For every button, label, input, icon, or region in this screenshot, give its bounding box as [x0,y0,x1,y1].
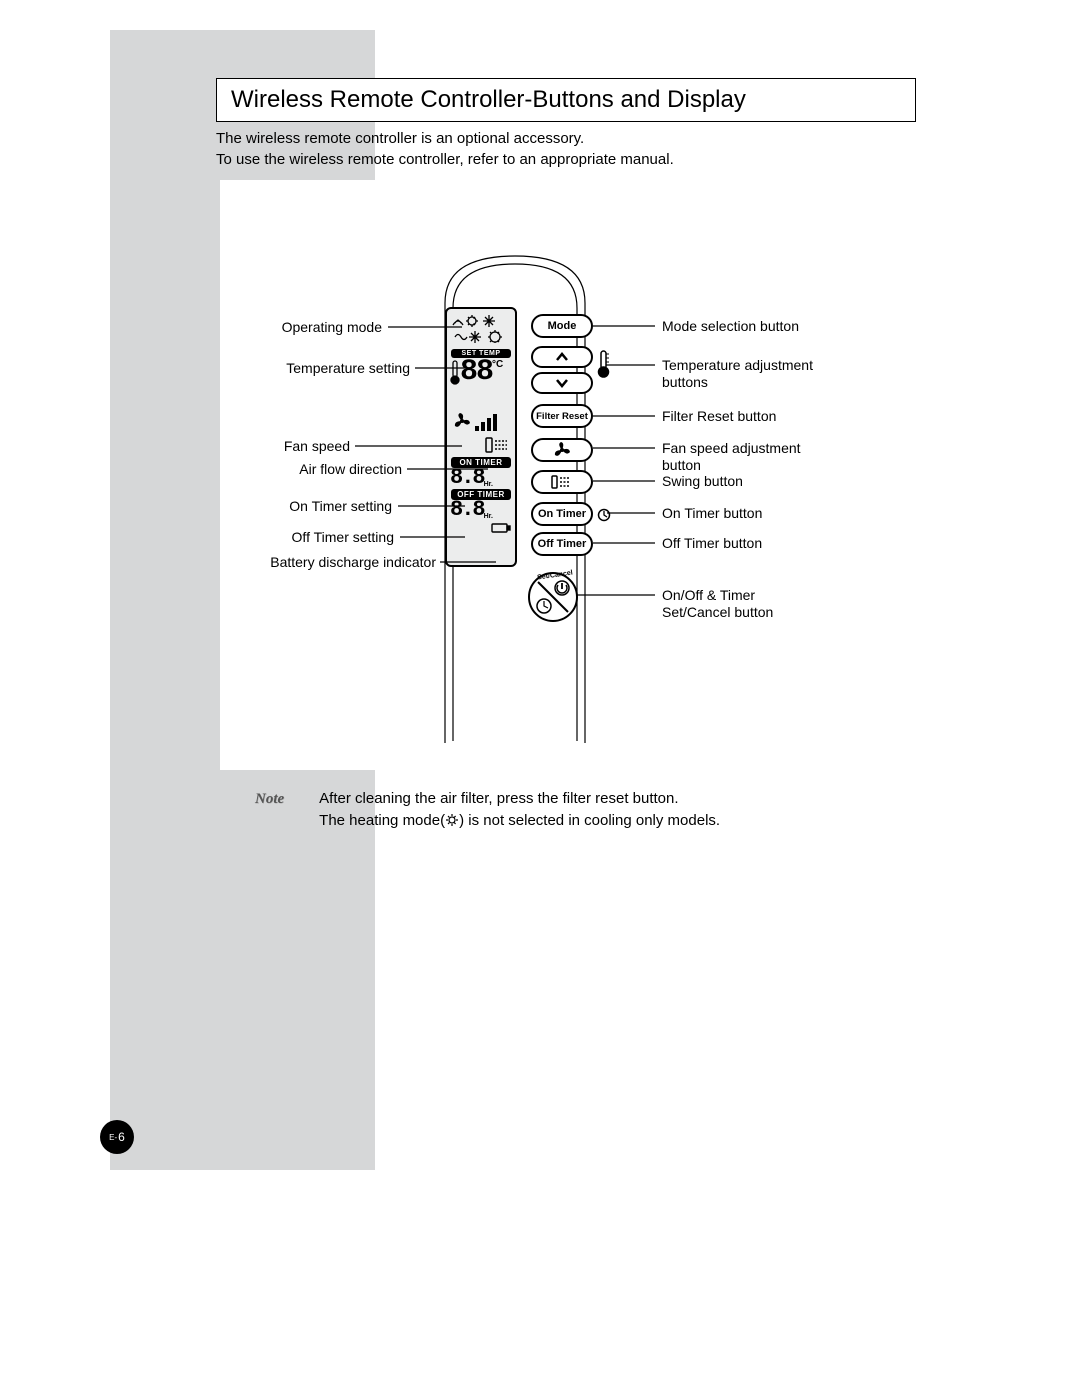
note-line-1: After cleaning the air filter, press the… [319,790,678,807]
label-fan-speed-button: Fan speed adjustment button [662,440,801,474]
page-prefix: E- [109,1133,117,1142]
page-title: Wireless Remote Controller-Buttons and D… [231,86,746,114]
label-battery: Battery discharge indicator [270,554,436,571]
page-number: 6 [118,1130,125,1144]
label-operating-mode: Operating mode [282,319,382,336]
intro-text: The wireless remote controller is an opt… [216,128,674,170]
intro-line-2: To use the wireless remote controller, r… [216,149,674,170]
label-mode-button: Mode selection button [662,318,799,335]
note-label: Note [255,788,315,810]
label-off-timer: Off Timer button [662,535,762,552]
sun-icon [445,813,459,827]
label-fan-speed: Fan speed [284,438,350,455]
note-line-2a: The heating mode( [319,812,445,829]
label-filter-reset: Filter Reset button [662,408,776,425]
page-title-box: Wireless Remote Controller-Buttons and D… [216,78,916,122]
label-off-timer-setting: Off Timer setting [292,529,394,546]
label-temperature-setting: Temperature setting [286,360,410,377]
note-section: Note After cleaning the air filter, pres… [255,788,720,832]
label-on-timer-setting: On Timer setting [289,498,392,515]
label-onoff-setcancel: On/Off & Timer Set/Cancel button [662,587,773,621]
page-number-badge: E-6 [100,1120,134,1154]
remote-diagram: SET TEMP 88 °C ON TIMER 8.8 Hr. OFF TIME… [220,180,960,770]
intro-line-1: The wireless remote controller is an opt… [216,128,674,149]
label-on-timer: On Timer button [662,505,762,522]
label-air-flow: Air flow direction [299,461,402,478]
label-swing: Swing button [662,473,743,490]
note-line-2b: ) is not selected in cooling only models… [459,812,720,829]
label-temp-buttons: Temperature adjustment buttons [662,357,813,391]
